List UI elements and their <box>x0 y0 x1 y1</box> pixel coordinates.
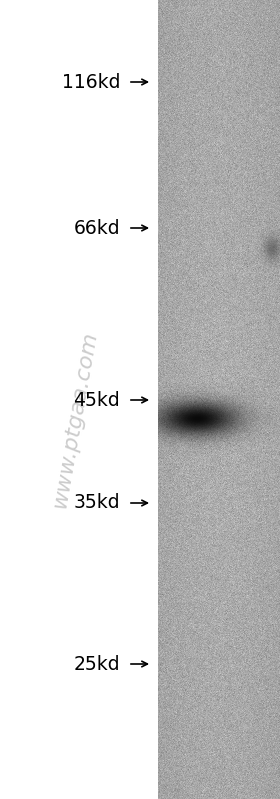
Text: 116kd: 116kd <box>62 73 120 92</box>
Bar <box>0 0 158 799</box>
Text: 66kd: 66kd <box>73 218 120 237</box>
Text: www.ptgaa.com: www.ptgaa.com <box>50 330 101 510</box>
Text: 35kd: 35kd <box>73 494 120 512</box>
Text: 25kd: 25kd <box>73 654 120 674</box>
Text: 45kd: 45kd <box>73 391 120 410</box>
